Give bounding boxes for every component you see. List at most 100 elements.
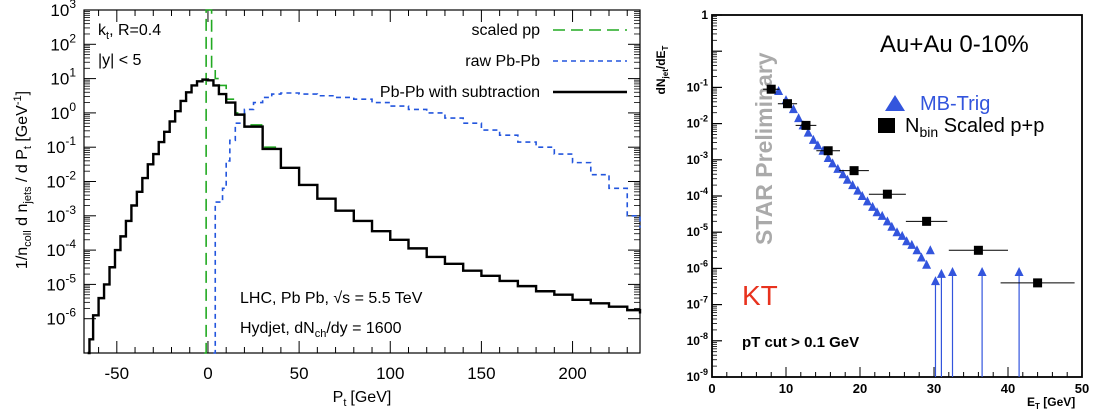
left-y-tick-label: 100 [50,100,76,123]
right-y-tick-exp: -5 [700,222,708,232]
star-watermark: STAR Preliminary [751,52,777,245]
right-y-tick-base: 10 [687,225,701,239]
left-y-tick-exp: 2 [69,31,76,45]
left-y-tick-exp: -5 [65,271,76,285]
right-x-tick-label: 30 [927,381,941,396]
left-ylabel-part4: / d P [14,149,31,186]
left-y-tick-exp: 3 [69,0,76,11]
left-y-tick-label: 10-6 [46,306,76,329]
right-y-axis-label: dNjet/dET [654,45,670,94]
mb-trig-point [794,113,804,123]
left-y-tick-exp: -3 [65,203,76,217]
right-y-tick-label: 10-5 [687,222,708,239]
right-y-tick-base: 10 [687,189,701,203]
right-y-tick-label: 10-6 [687,258,708,275]
left-y-tick-label: 103 [50,0,76,20]
legend-label-scaled-pp: scaled pp [472,22,541,39]
left-y-tick-base: 10 [46,275,65,294]
right-y-tick-exp: -1 [700,77,708,87]
left-y-tick-base: 10 [46,241,65,260]
hydjet-rest: /dy = 1600 [326,320,401,337]
mb-trig-point [877,210,887,220]
mb-trig-point [868,201,878,211]
right-y-tick-exp: -6 [700,258,708,268]
nbin-point [823,146,833,156]
mb-trig-point [907,239,917,249]
left-legend: scaled pp raw Pb-Pb Pb-Pb with subtracti… [380,22,627,101]
right-y-tick-base: 10 [687,298,701,312]
mb-trig-point [882,216,892,226]
mb-trig-point [862,196,872,206]
left-x-tick-label: 0 [203,364,212,383]
left-series [87,9,642,355]
mb-trig-point [808,134,818,144]
left-ylabel-part7: -1 [12,95,24,105]
hydjet-annotation: Hydjet, dNch/dy = 1600 [240,320,402,340]
right-y-tick-label: 10-1 [687,77,708,94]
algo-sub: t [106,30,109,42]
mb-trig-point [897,230,907,240]
mb-trig-point [848,180,858,190]
nbin-main: N [905,115,919,137]
left-y-tick-exp: -4 [65,237,76,251]
left-series-line-2 [87,78,642,355]
right-y-tick-exp: -3 [700,150,708,160]
right-y-ticks: 10-910-810-710-610-510-410-310-210-11 [687,8,722,384]
lhc-annotation: LHC, Pb Pb, √s = 5.5 TeV [240,290,423,307]
nbin-point [782,99,792,109]
algo-annotation: kt, R=0.4 [98,22,161,42]
left-y-tick-base: 10 [46,207,65,226]
pt-cut-label: pT cut > 0.1 GeV [742,334,859,351]
hydjet-main: Hydjet, dN [240,320,315,337]
right-x-ticks: 0 10 20 30 40 50 [708,367,1089,396]
left-x-axis-label: Pt [GeV] [333,389,392,409]
mb-trig-point [774,86,784,96]
left-ylabel-part3: jets [22,186,34,205]
left-ylabel-part5: t [22,146,34,149]
mb-trig-point [788,104,798,114]
right-y-tick-base: 10 [687,80,701,94]
mb-trig-point [838,169,848,179]
left-y-tick-label: 102 [50,31,76,54]
left-y-tick-exp: -2 [65,169,76,183]
left-ylabel-part0: 1/n [14,247,31,269]
right-x-tick-label: 20 [853,381,867,396]
left-y-tick-label: 10-2 [46,169,76,192]
right-xlabel-sub: T [1035,402,1040,411]
right-y-tick-exp: -4 [700,186,708,196]
left-y-tick-label: 10-3 [46,203,76,226]
mb-trig-point [925,245,935,255]
left-ylabel-part6: [GeV [14,105,31,146]
left-xlabel-unit: [GeV] [350,389,391,406]
mb-trig-point [912,245,922,255]
right-y-tick-base: 10 [687,153,701,167]
hydjet-sub: ch [315,328,327,340]
algo-rest: , R=0.4 [109,22,161,39]
mb-trig-point [887,221,897,231]
mb-trig-point [922,259,932,269]
right-ylabel-main: dN [654,78,668,94]
left-x-ticks: -50 0 50 100 150 200 [98,10,628,383]
left-xlabel-main: P [333,389,344,406]
nbin-rest: Scaled p+p [938,115,1044,137]
right-title: Au+Au 0-10% [880,31,1029,58]
left-y-tick-base: 10 [50,70,69,89]
right-y-tick-label: 10-7 [687,295,708,312]
left-y-tick-label: 10-5 [46,271,76,294]
nbin-sub: bin [919,124,938,140]
left-x-tick-label: 150 [467,364,495,383]
mb-trig-point [842,174,852,184]
mb-trig-point [828,158,838,168]
left-y-tick-label: 10-1 [46,134,76,157]
mb-trig-point [803,127,813,137]
nbin-point [801,120,811,130]
right-y-tick-label: 10-9 [687,367,708,384]
mb-trig-point [1014,267,1024,277]
right-y-tick-base: 10 [687,334,701,348]
legend-marker-mb-trig [885,95,905,111]
mb-trig-point [857,191,867,200]
left-y-tick-base: 10 [50,35,69,54]
